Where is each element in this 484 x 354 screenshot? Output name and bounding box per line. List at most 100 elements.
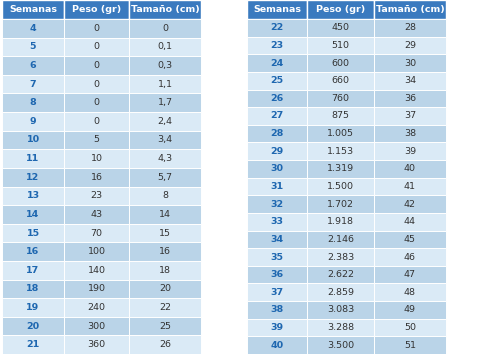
Text: 6: 6: [30, 61, 36, 70]
Text: 23: 23: [91, 191, 103, 200]
Text: 2.146: 2.146: [327, 235, 354, 244]
Text: 190: 190: [88, 284, 106, 293]
Text: 48: 48: [404, 288, 416, 297]
Text: 8: 8: [162, 191, 168, 200]
Bar: [374, 36, 446, 54]
Bar: [247, 213, 307, 230]
Text: 0: 0: [93, 61, 100, 70]
Bar: [129, 149, 201, 168]
Text: 2,4: 2,4: [157, 117, 172, 126]
Text: 15: 15: [27, 229, 40, 238]
Bar: [2, 149, 64, 168]
Bar: [374, 54, 446, 72]
Text: 0,1: 0,1: [157, 42, 172, 51]
Text: 47: 47: [404, 270, 416, 279]
Bar: [129, 298, 201, 317]
Text: 45: 45: [404, 235, 416, 244]
Bar: [374, 72, 446, 90]
Text: 34: 34: [271, 235, 284, 244]
Text: 1.500: 1.500: [327, 182, 354, 191]
Bar: [129, 317, 201, 335]
Bar: [247, 54, 307, 72]
Bar: [2, 56, 64, 75]
Text: 25: 25: [271, 76, 284, 85]
Text: 21: 21: [26, 340, 40, 349]
Text: 5: 5: [93, 136, 100, 144]
Text: 3.083: 3.083: [327, 306, 354, 314]
Bar: [307, 142, 374, 160]
Text: 30: 30: [404, 58, 416, 68]
Bar: [374, 336, 446, 354]
Bar: [129, 38, 201, 56]
Bar: [64, 298, 129, 317]
Bar: [374, 266, 446, 284]
Text: 10: 10: [91, 154, 103, 163]
Text: 0: 0: [162, 24, 168, 33]
Text: 37: 37: [404, 112, 416, 120]
Bar: [374, 0, 446, 19]
Text: 22: 22: [271, 23, 284, 32]
Text: 2.622: 2.622: [327, 270, 354, 279]
Text: 23: 23: [271, 41, 284, 50]
Bar: [2, 335, 64, 354]
Bar: [64, 19, 129, 38]
Bar: [247, 230, 307, 248]
Text: 12: 12: [26, 173, 40, 182]
Bar: [64, 261, 129, 280]
Bar: [307, 284, 374, 301]
Bar: [307, 301, 374, 319]
Text: 38: 38: [404, 129, 416, 138]
Text: 0,3: 0,3: [157, 61, 173, 70]
Bar: [307, 90, 374, 107]
Bar: [374, 195, 446, 213]
Text: 1.918: 1.918: [327, 217, 354, 226]
Text: 14: 14: [26, 210, 40, 219]
Bar: [247, 301, 307, 319]
Text: 29: 29: [404, 41, 416, 50]
Bar: [307, 125, 374, 142]
Bar: [129, 242, 201, 261]
Text: 39: 39: [404, 147, 416, 156]
Text: 0: 0: [93, 42, 100, 51]
Text: 50: 50: [404, 323, 416, 332]
Text: 35: 35: [271, 252, 284, 262]
Bar: [129, 131, 201, 149]
Bar: [64, 112, 129, 131]
Text: 26: 26: [271, 94, 284, 103]
Bar: [247, 36, 307, 54]
Text: 16: 16: [91, 173, 103, 182]
Bar: [247, 284, 307, 301]
Text: Peso (gr): Peso (gr): [72, 5, 121, 14]
Bar: [64, 224, 129, 242]
Bar: [307, 160, 374, 178]
Text: 32: 32: [271, 200, 284, 209]
Bar: [307, 336, 374, 354]
Bar: [307, 230, 374, 248]
Text: 29: 29: [271, 147, 284, 156]
Bar: [374, 178, 446, 195]
Bar: [129, 19, 201, 38]
Bar: [129, 205, 201, 224]
Text: 760: 760: [332, 94, 349, 103]
Bar: [129, 93, 201, 112]
Bar: [64, 168, 129, 187]
Bar: [247, 72, 307, 90]
Text: 40: 40: [271, 341, 284, 350]
Bar: [247, 266, 307, 284]
Text: 2.383: 2.383: [327, 252, 354, 262]
Bar: [2, 75, 64, 93]
Bar: [129, 56, 201, 75]
Bar: [64, 56, 129, 75]
Bar: [307, 213, 374, 230]
Bar: [129, 168, 201, 187]
Text: 8: 8: [30, 98, 36, 107]
Bar: [247, 125, 307, 142]
Bar: [2, 19, 64, 38]
Bar: [374, 90, 446, 107]
Bar: [307, 107, 374, 125]
Text: 5: 5: [30, 42, 36, 51]
Text: 875: 875: [332, 112, 349, 120]
Bar: [374, 160, 446, 178]
Bar: [64, 280, 129, 298]
Text: 39: 39: [271, 323, 284, 332]
